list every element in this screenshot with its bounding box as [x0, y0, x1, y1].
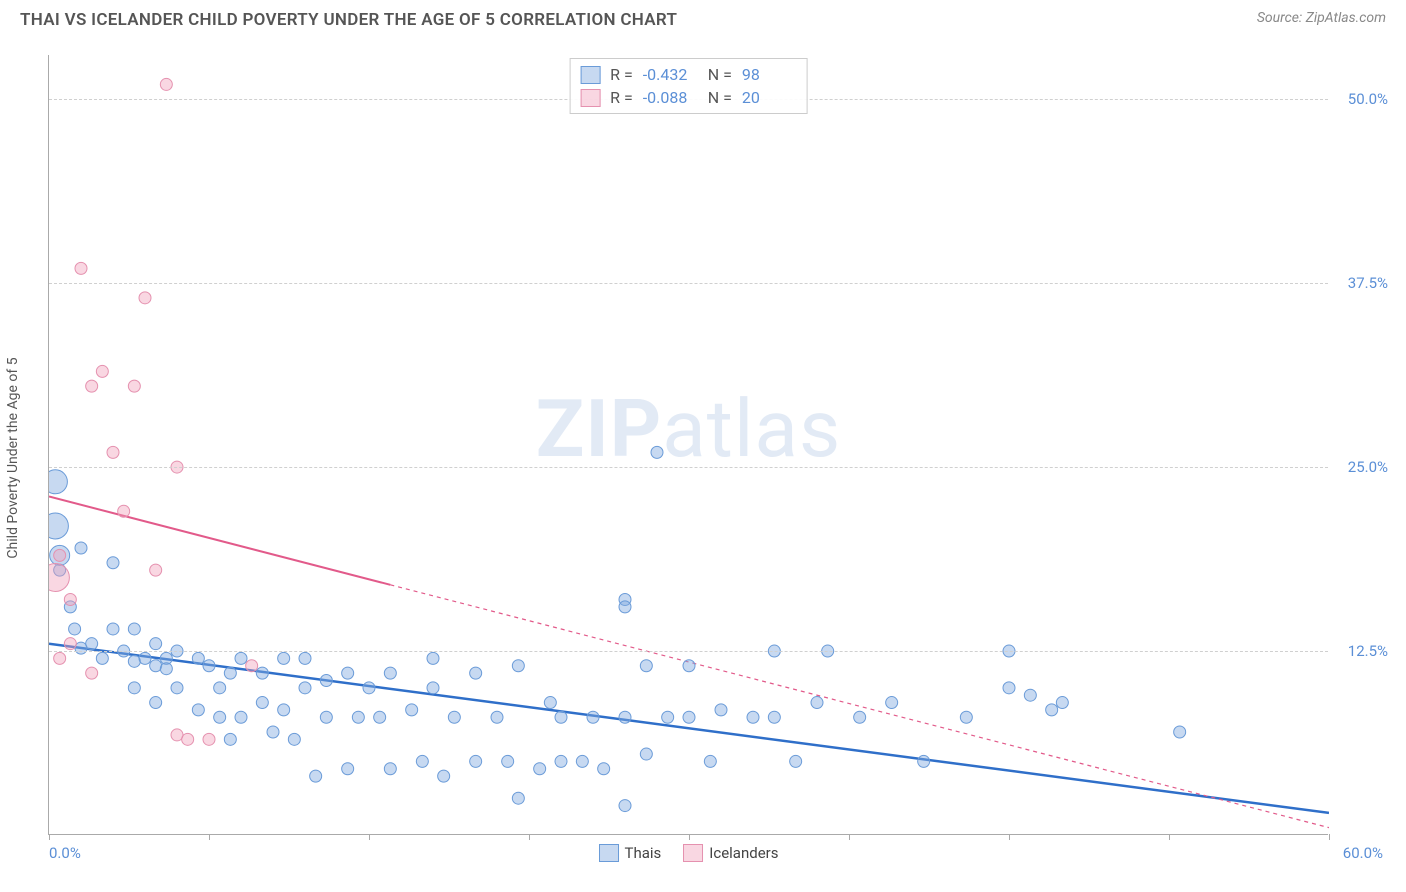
- source-label: Source: ZipAtlas.com: [1257, 10, 1386, 26]
- r-value-2: -0.088: [643, 88, 698, 107]
- r-value-1: -0.432: [643, 65, 698, 84]
- chart-title: THAI VS ICELANDER CHILD POVERTY UNDER TH…: [20, 10, 677, 30]
- n-value-2: 20: [742, 88, 797, 107]
- legend-swatch-icelanders: [683, 844, 703, 862]
- n-value-1: 98: [742, 65, 797, 84]
- x-max-label: 60.0%: [1343, 844, 1383, 862]
- r-label-2: R =: [610, 88, 633, 107]
- y-tick-label: 37.5%: [1348, 274, 1388, 292]
- n-label-2: N =: [708, 88, 732, 107]
- x-min-label: 0.0%: [49, 844, 81, 862]
- y-tick-label: 25.0%: [1348, 458, 1388, 476]
- legend-swatch-thais: [599, 844, 619, 862]
- swatch-icelanders: [580, 89, 600, 107]
- stats-row-2: R = -0.088 N = 20: [580, 86, 797, 109]
- y-tick-label: 12.5%: [1348, 642, 1388, 660]
- chart-svg: [49, 55, 1329, 835]
- stats-row-1: R = -0.432 N = 98: [580, 63, 797, 86]
- legend-label-icelanders: Icelanders: [709, 844, 778, 862]
- y-axis-label: Child Poverty Under the Age of 5: [5, 357, 21, 558]
- n-label: N =: [708, 65, 732, 84]
- bottom-legend: Thais Icelanders: [599, 844, 779, 862]
- r-label: R =: [610, 65, 633, 84]
- stats-legend: R = -0.432 N = 98 R = -0.088 N = 20: [569, 58, 808, 114]
- legend-item-icelanders: Icelanders: [683, 844, 778, 862]
- swatch-thais: [580, 66, 600, 84]
- legend-item-thais: Thais: [599, 844, 662, 862]
- chart-container: Child Poverty Under the Age of 5 ZIPatla…: [48, 55, 1368, 845]
- y-tick-label: 50.0%: [1348, 90, 1388, 108]
- legend-label-thais: Thais: [625, 844, 662, 862]
- plot-area: ZIPatlas R = -0.432 N = 98 R = -0.088 N …: [48, 55, 1328, 835]
